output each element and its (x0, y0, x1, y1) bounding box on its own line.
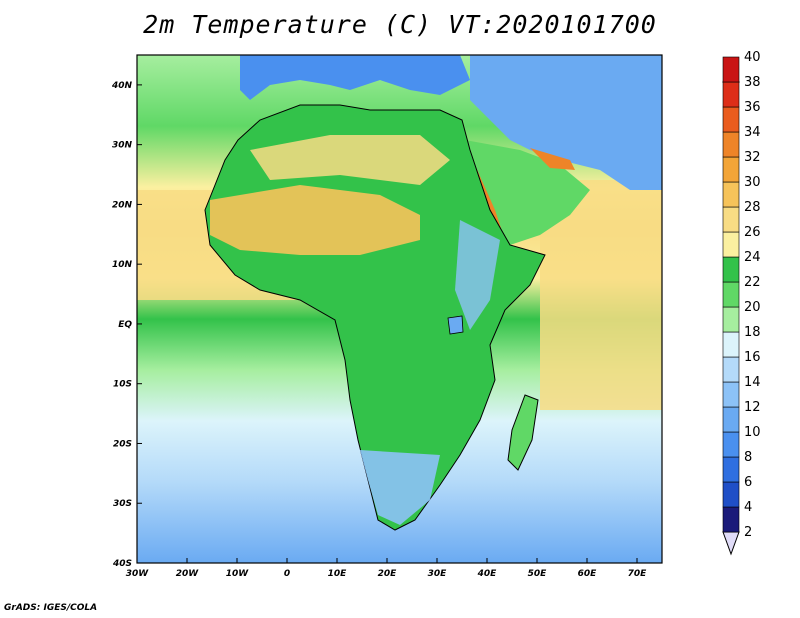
colorbar-swatch (722, 156, 740, 183)
colorbar-swatch (722, 406, 740, 433)
colorbar-swatch (722, 106, 740, 133)
lat-tick-label: 20N (112, 200, 133, 210)
asia-land (470, 55, 662, 190)
colorbar-label: 34 (744, 125, 761, 140)
colorbar-swatch (722, 206, 740, 233)
colorbar-swatch (722, 456, 740, 483)
colorbar-label: 10 (744, 425, 761, 440)
colorbar-swatch (722, 431, 740, 458)
lat-tick-label: 10S (113, 380, 132, 390)
colorbar-swatch (722, 356, 740, 383)
sahel-warm (210, 185, 420, 255)
lat-tick-label: 40N (111, 81, 133, 91)
colorbar-swatch (722, 331, 740, 358)
chart-title: 2m Temperature (C) VT:2020101700 (143, 10, 657, 39)
colorbar-swatch (722, 506, 740, 533)
colorbar-swatch (722, 306, 740, 333)
colorbar-swatch (722, 281, 740, 308)
lat-tick-label: 30S (113, 499, 132, 509)
colorbar-swatch (722, 131, 740, 158)
colorbar-label: 40 (744, 50, 761, 65)
colorbar-label: 28 (744, 200, 761, 215)
colorbar-label: 30 (744, 175, 761, 190)
lat-tick-label: 30N (112, 141, 133, 151)
lat-tick-label: EQ (118, 320, 132, 330)
colorbar-swatch (722, 381, 740, 408)
colorbar-swatch (722, 481, 740, 508)
colorbar-swatch (722, 81, 740, 108)
colorbar-label: 6 (744, 475, 752, 490)
colorbar-label: 24 (744, 250, 761, 265)
latitude-axis: 40N 30N 20N 10N EQ 10S 20S 30S 40S (111, 81, 142, 569)
lon-tick-label: 40E (477, 569, 498, 579)
lon-tick-label: 20E (378, 569, 398, 579)
colorbar-label: 32 (744, 150, 761, 165)
lat-tick-label: 20S (113, 439, 132, 449)
colorbar-label: 2 (744, 525, 752, 540)
lon-tick-label: 30E (428, 569, 448, 579)
colorbar-label: 16 (744, 350, 761, 365)
map-frame (136, 54, 663, 564)
europe-land (240, 55, 470, 100)
lon-tick-label: 10W (226, 569, 250, 579)
southern-africa-cool (360, 450, 440, 525)
lon-tick-label: 70E (628, 569, 648, 579)
colorbar-min-arrow (722, 531, 740, 556)
lon-tick-label: 0 (284, 569, 290, 579)
colorbar-swatch (722, 181, 740, 208)
colorbar-label: 38 (744, 75, 761, 90)
colorbar-label: 18 (744, 325, 761, 340)
colorbar-label: 26 (744, 225, 761, 240)
lon-tick-label: 30W (126, 569, 150, 579)
lon-tick-label: 10E (328, 569, 348, 579)
colorbar-label: 22 (744, 275, 761, 290)
lon-tick-label: 20W (176, 569, 200, 579)
longitude-axis: 30W 20W 10W 0 10E 20E 30E 40E 50E 60E 70E (126, 558, 647, 579)
lat-tick-label: 10N (112, 260, 133, 270)
colorbar-label: 20 (744, 300, 761, 315)
east-africa-highland (455, 220, 500, 330)
madagascar-land (507, 394, 539, 471)
lake-victoria (447, 315, 464, 335)
lon-tick-label: 50E (528, 569, 548, 579)
lon-tick-label: 60E (578, 569, 598, 579)
colorbar-label: 12 (744, 400, 761, 415)
colorbar-swatch (722, 256, 740, 283)
colorbar-label: 4 (744, 500, 752, 515)
persian-gulf-hot (530, 148, 575, 170)
colorbar-swatch (722, 56, 740, 83)
colorbar-swatch (722, 231, 740, 258)
lat-tick-label: 40S (112, 559, 132, 569)
colorbar-label: 36 (744, 100, 761, 115)
colorbar-label: 8 (744, 450, 752, 465)
colorbar-label: 14 (744, 375, 761, 390)
credit-label: GrADS: IGES/COLA (4, 603, 98, 613)
sahara-warm (250, 135, 450, 185)
